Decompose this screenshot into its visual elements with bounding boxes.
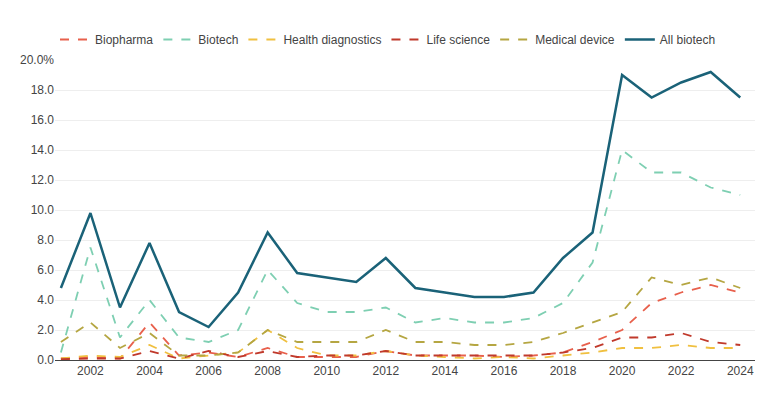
svg-text:4.0: 4.0 [37, 293, 54, 307]
svg-text:14.0: 14.0 [31, 143, 55, 157]
svg-text:2002: 2002 [77, 364, 104, 378]
svg-text:2006: 2006 [195, 364, 222, 378]
svg-text:Medical device: Medical device [535, 33, 615, 47]
svg-text:2020: 2020 [609, 364, 636, 378]
svg-text:2022: 2022 [668, 364, 695, 378]
svg-text:20.0%: 20.0% [20, 53, 54, 67]
svg-text:Life science: Life science [426, 33, 490, 47]
svg-text:0.0: 0.0 [37, 353, 54, 367]
svg-text:2008: 2008 [254, 364, 281, 378]
svg-text:Biopharma: Biopharma [95, 33, 153, 47]
svg-text:2012: 2012 [372, 364, 399, 378]
svg-text:16.0: 16.0 [31, 113, 55, 127]
svg-text:10.0: 10.0 [31, 203, 55, 217]
svg-text:2016: 2016 [491, 364, 518, 378]
svg-text:2004: 2004 [136, 364, 163, 378]
svg-text:8.0: 8.0 [37, 233, 54, 247]
svg-text:All biotech: All biotech [660, 33, 715, 47]
svg-text:2024: 2024 [727, 364, 754, 378]
svg-text:18.0: 18.0 [31, 83, 55, 97]
svg-text:6.0: 6.0 [37, 263, 54, 277]
svg-text:12.0: 12.0 [31, 173, 55, 187]
svg-text:2010: 2010 [313, 364, 340, 378]
svg-text:2014: 2014 [432, 364, 459, 378]
svg-text:2.0: 2.0 [37, 323, 54, 337]
svg-text:Health diagnostics: Health diagnostics [283, 33, 381, 47]
svg-text:Biotech: Biotech [198, 33, 238, 47]
svg-text:2018: 2018 [550, 364, 577, 378]
